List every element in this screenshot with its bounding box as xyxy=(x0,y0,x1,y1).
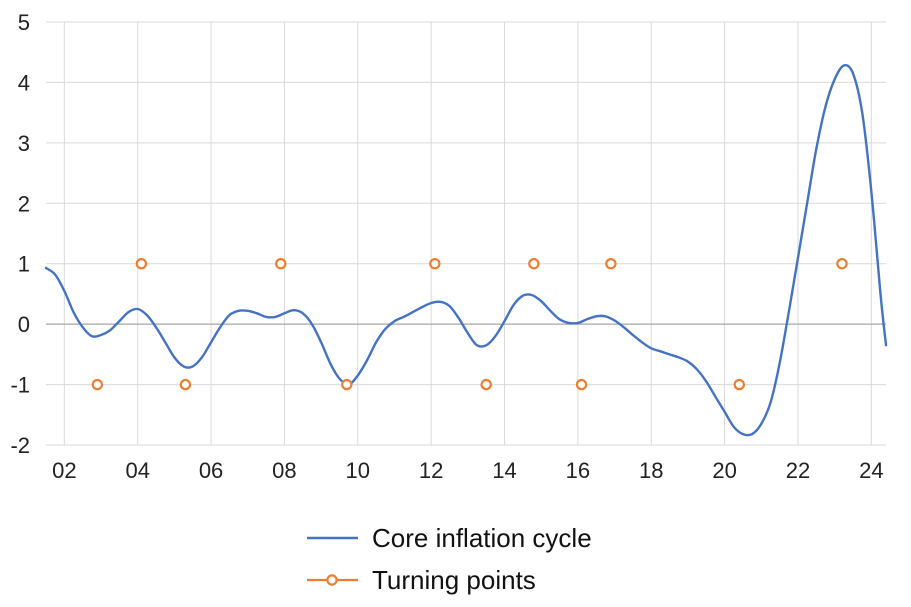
x-tick-label: 06 xyxy=(199,458,223,483)
x-tick-label: 04 xyxy=(125,458,149,483)
x-tick-label: 18 xyxy=(639,458,663,483)
core-inflation-line xyxy=(44,64,888,437)
x-tick-label: 22 xyxy=(786,458,810,483)
x-tick-label: 20 xyxy=(712,458,736,483)
y-tick-label: -1 xyxy=(10,373,30,398)
y-tick-label: -2 xyxy=(10,433,30,458)
turning-point-marker xyxy=(836,258,848,270)
turning-point-marker xyxy=(275,258,287,270)
turning-point-marker xyxy=(91,378,104,391)
x-tick-label: 16 xyxy=(566,458,590,483)
y-tick-label: 3 xyxy=(18,131,30,156)
turning-point-marker xyxy=(179,378,192,391)
core-inflation-series xyxy=(44,64,888,437)
turning-point-marker xyxy=(341,378,353,391)
turning-point-marker xyxy=(429,258,441,270)
legend-label-turning-points: Turning points xyxy=(372,565,536,595)
x-tick-label: 10 xyxy=(346,458,370,483)
turning-point-marker xyxy=(733,378,745,391)
turning-point-marker xyxy=(605,258,617,270)
turning-point-marker xyxy=(575,378,588,391)
x-tick-label: 12 xyxy=(419,458,443,483)
legend: Core inflation cycle Turning points xyxy=(307,523,592,595)
turning-points-series xyxy=(91,258,848,391)
turning-point-marker xyxy=(480,378,492,391)
x-tick-label: 14 xyxy=(492,458,516,483)
x-tick-label: 08 xyxy=(272,458,296,483)
y-tick-label: 1 xyxy=(18,252,30,277)
turning-point-marker xyxy=(528,258,540,270)
y-tick-label: 2 xyxy=(18,191,30,216)
x-tick-label: 02 xyxy=(52,458,76,483)
y-tick-label: 4 xyxy=(18,70,30,95)
legend-label-core-inflation: Core inflation cycle xyxy=(372,523,592,553)
y-tick-label: 5 xyxy=(18,10,30,35)
x-tick-label: 24 xyxy=(859,458,883,483)
turning-point-marker xyxy=(135,258,148,270)
y-tick-label: 0 xyxy=(18,312,30,337)
legend-marker-swatch xyxy=(326,574,338,586)
gridlines xyxy=(46,21,886,446)
